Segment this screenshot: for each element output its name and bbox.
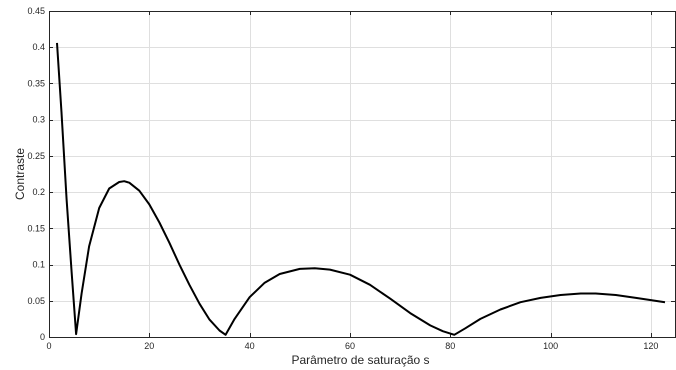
x-tick-label: 20 [144, 341, 154, 351]
y-tick-label: 0.2 [32, 187, 45, 197]
y-tick-label: 0.1 [32, 260, 45, 270]
axis-ticks [49, 11, 675, 338]
y-tick-label: 0 [40, 332, 45, 342]
y-tick-label: 0.4 [32, 42, 45, 52]
x-tick-label: 0 [46, 341, 51, 351]
x-tick-label: 120 [643, 341, 658, 351]
x-tick-label: 40 [245, 341, 255, 351]
y-tick-label: 0.15 [27, 223, 45, 233]
x-tick-labels: 0 20 40 60 80 100 120 [46, 341, 658, 351]
y-tick-label: 0.45 [27, 6, 45, 16]
series-group [56, 42, 666, 336]
plot-frame [49, 11, 676, 338]
x-tick-label: 60 [345, 341, 355, 351]
x-tick-label: 80 [445, 341, 455, 351]
y-tick-labels: 0 0.05 0.1 0.15 0.2 0.25 0.3 0.35 0.4 0.45 [27, 6, 45, 342]
y-tick-label: 0.25 [27, 151, 45, 161]
y-tick-label: 0.05 [27, 296, 45, 306]
y-tick-label: 0.35 [27, 78, 45, 88]
y-tick-label: 0.3 [32, 115, 45, 125]
x-axis-label: Parâmetro de saturação s [291, 353, 429, 367]
grid-lines [49, 11, 676, 337]
y-axis-label: Contraste [13, 148, 27, 200]
series-line [56, 42, 666, 336]
x-tick-label: 100 [543, 341, 558, 351]
